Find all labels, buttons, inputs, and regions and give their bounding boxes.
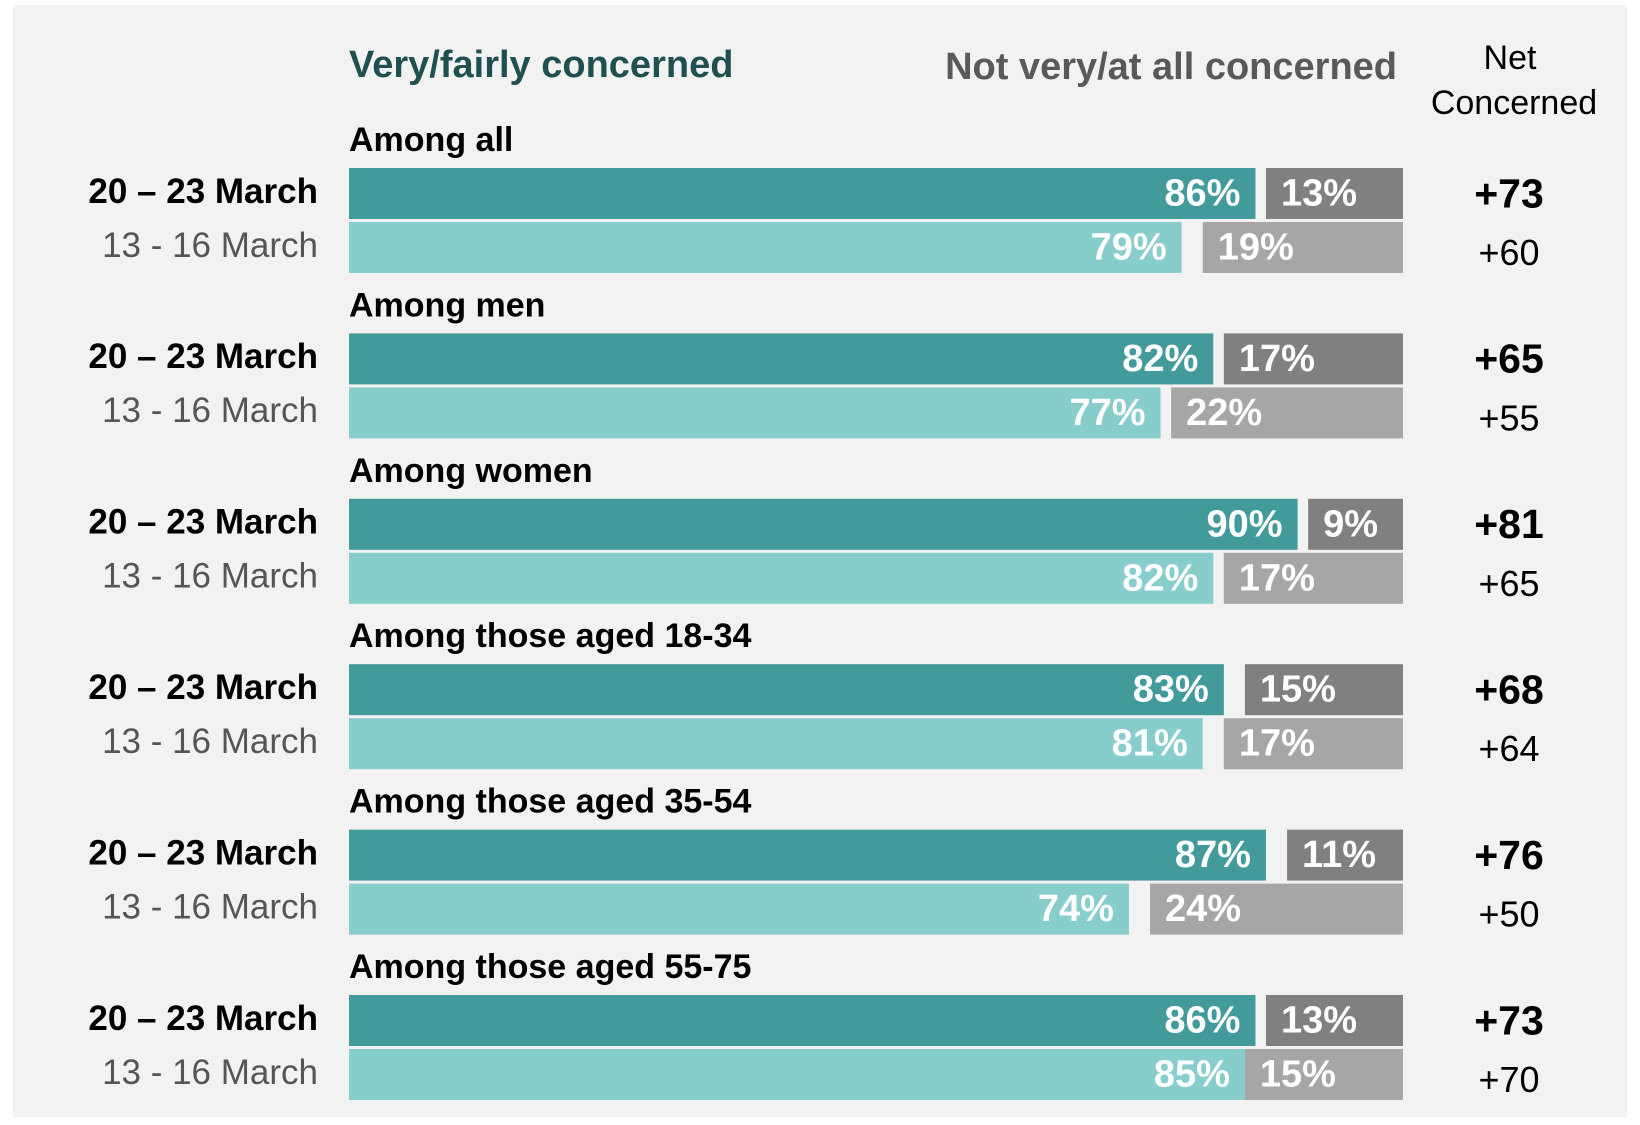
value-label: 74%: [1038, 888, 1114, 930]
bar: [1244, 664, 1403, 716]
bar: [349, 498, 1298, 550]
bar: [349, 995, 1256, 1046]
bar: [349, 883, 1129, 935]
period-label: 20 – 23 March: [88, 337, 318, 376]
value-label: 22%: [1186, 392, 1262, 434]
net-value: +60: [1478, 232, 1539, 273]
net-value: +55: [1478, 397, 1539, 438]
net-value: +70: [1478, 1059, 1539, 1100]
value-label: 9%: [1323, 503, 1378, 545]
bar: [349, 222, 1182, 273]
value-label: 86%: [1164, 173, 1240, 215]
period-label: 13 - 16 March: [102, 226, 318, 265]
bar: [1287, 829, 1403, 881]
value-label: 17%: [1239, 338, 1315, 380]
value-label: 77%: [1070, 392, 1146, 434]
group-title: Among those aged 55-75: [349, 948, 751, 986]
net-value: +65: [1474, 336, 1544, 382]
period-label: 20 – 23 March: [88, 503, 318, 542]
period-label: 13 - 16 March: [102, 1053, 318, 1092]
value-label: 87%: [1175, 834, 1251, 876]
net-header: Concerned: [1431, 84, 1597, 122]
period-label: 20 – 23 March: [88, 833, 318, 872]
bar: [349, 387, 1161, 439]
bar: [349, 718, 1203, 770]
period-label: 13 - 16 March: [102, 722, 318, 761]
bar: [1265, 168, 1403, 219]
net-value: +50: [1478, 894, 1539, 935]
net-value: +76: [1474, 832, 1544, 878]
group-title: Among those aged 35-54: [349, 783, 752, 821]
bar: [1244, 1049, 1403, 1100]
period-label: 13 - 16 March: [102, 557, 318, 596]
value-label: 85%: [1154, 1054, 1230, 1096]
value-label: 17%: [1239, 723, 1315, 765]
legend-not-concerned: Not very/at all concerned: [945, 46, 1397, 88]
value-label: 13%: [1281, 173, 1357, 215]
period-label: 20 – 23 March: [88, 172, 318, 211]
value-label: 90%: [1207, 503, 1283, 545]
value-label: 81%: [1112, 723, 1188, 765]
bar: [1308, 498, 1403, 550]
bar: [1150, 883, 1403, 935]
net-value: +68: [1474, 667, 1544, 713]
value-label: 13%: [1281, 1000, 1357, 1042]
bar: [349, 1049, 1245, 1100]
bar: [349, 168, 1256, 219]
bar: [1223, 333, 1403, 385]
group-title: Among men: [349, 286, 545, 324]
bar: [349, 333, 1214, 385]
bar: [349, 664, 1224, 716]
value-label: 79%: [1091, 227, 1167, 269]
net-value: +73: [1474, 997, 1544, 1043]
value-label: 82%: [1122, 338, 1198, 380]
net-value: +65: [1478, 563, 1539, 604]
bar: [349, 552, 1214, 604]
net-value: +73: [1474, 170, 1544, 216]
net-value: +81: [1474, 501, 1544, 547]
bar: [1223, 552, 1403, 604]
group-title: Among those aged 18-34: [349, 617, 752, 655]
period-label: 13 - 16 March: [102, 887, 318, 926]
period-label: 13 - 16 March: [102, 391, 318, 430]
value-label: 15%: [1260, 669, 1336, 711]
period-label: 20 – 23 March: [88, 999, 318, 1038]
value-label: 24%: [1165, 888, 1241, 930]
value-label: 86%: [1164, 1000, 1240, 1042]
bar: [1171, 387, 1403, 439]
value-label: 19%: [1218, 227, 1294, 269]
legend-concerned: Very/fairly concerned: [349, 44, 733, 86]
bar: [1223, 718, 1403, 770]
net-header: Net: [1484, 39, 1537, 77]
value-label: 83%: [1133, 669, 1209, 711]
bar: [1202, 222, 1403, 273]
net-value: +64: [1478, 728, 1539, 769]
bar: [1265, 995, 1403, 1046]
value-label: 11%: [1302, 834, 1376, 876]
bar: [349, 829, 1266, 881]
value-label: 15%: [1260, 1054, 1336, 1096]
value-label: 17%: [1239, 557, 1315, 599]
period-label: 20 – 23 March: [88, 668, 318, 707]
value-label: 82%: [1122, 557, 1198, 599]
group-title: Among women: [349, 452, 593, 490]
group-title: Among all: [349, 121, 513, 159]
